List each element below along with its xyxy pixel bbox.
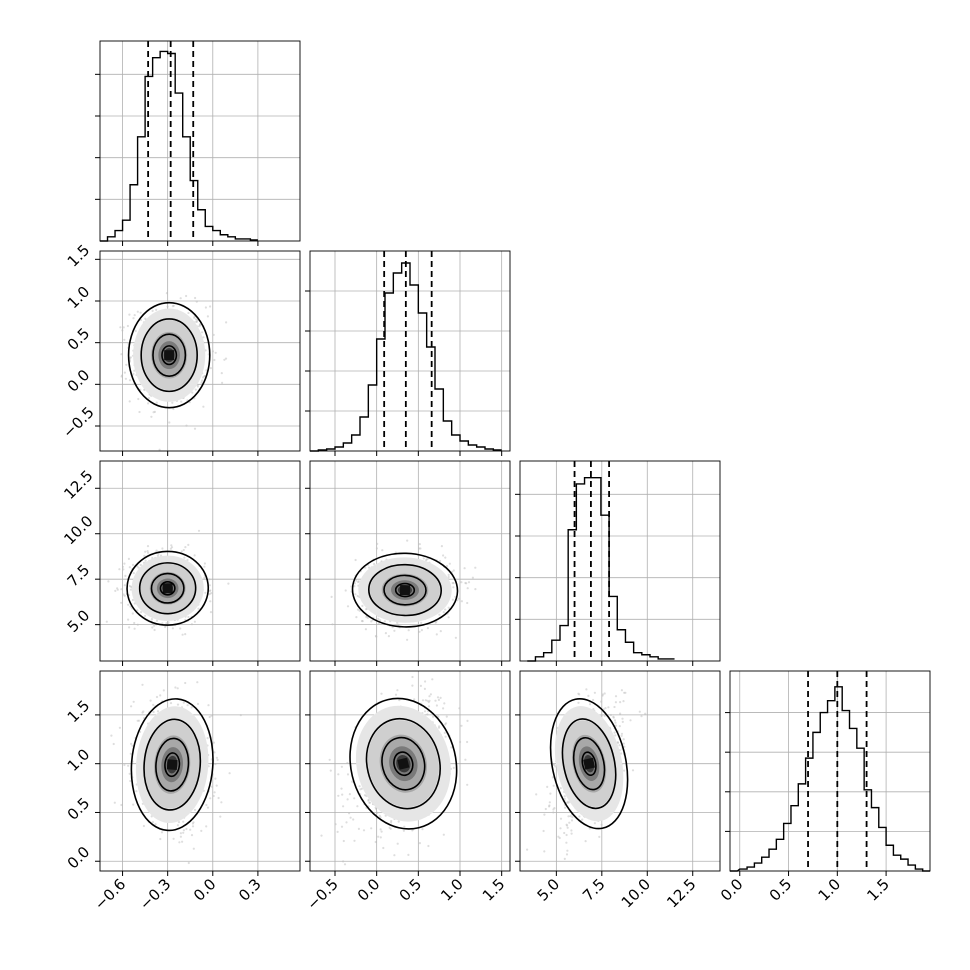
contour-line (161, 345, 178, 366)
histogram-step (730, 686, 930, 872)
y-tick-label: 1.0 (64, 283, 94, 313)
histogram-panel-3: 0.0 0.5 1.0 1.5 (717, 670, 931, 905)
x-tick-label: 1.5 (479, 875, 509, 905)
contour-line (549, 697, 629, 830)
y-tick-label: 12.5 (60, 467, 96, 503)
density-shading (358, 557, 452, 623)
density-shading (554, 706, 624, 822)
contour-line (155, 737, 190, 792)
x-tick-label: 7.5 (579, 875, 609, 905)
y-tick-label: 1.5 (64, 697, 94, 727)
density-contours (549, 697, 629, 830)
panel-frame (309, 670, 511, 872)
x-tick-label: 10.0 (618, 875, 654, 911)
panel-frame (519, 460, 721, 662)
y-tick-label: 0.0 (64, 366, 94, 396)
panel-frame (99, 460, 301, 662)
density-contours (127, 301, 211, 409)
contour-line (561, 718, 617, 810)
x-tick-label: 0.0 (717, 875, 747, 905)
y-tick-label: 5.0 (64, 606, 94, 636)
joint-panel-3_1: −0.5 0.0 0.5 1.0 1.5 (303, 670, 511, 914)
density-contours (126, 550, 210, 626)
panel-frame (309, 460, 511, 662)
x-tick-label: 0.3 (235, 875, 265, 905)
contour-line (383, 574, 427, 606)
contour-line (365, 717, 441, 810)
y-tick-label: 1.0 (64, 745, 94, 775)
x-tick-label: −0.5 (303, 875, 341, 913)
contour-line (140, 318, 198, 393)
y-tick-label: 10.0 (60, 512, 96, 548)
contour-line (572, 736, 606, 791)
contour-line (159, 580, 176, 596)
contour-line (126, 550, 210, 626)
contour-line (130, 698, 214, 832)
panel-frame (519, 670, 721, 872)
contour-line (164, 752, 181, 778)
histogram-step (527, 476, 675, 662)
y-tick-label: 0.5 (64, 324, 94, 354)
contour-line (368, 563, 442, 617)
x-tick-label: 0.0 (354, 875, 384, 905)
joint-panel-3_2: 5.0 7.5 10.0 12.5 (515, 670, 721, 911)
contour-line (150, 572, 185, 604)
contour-line (143, 718, 202, 811)
histogram-panel-1 (305, 250, 511, 456)
histogram-panel-2 (515, 460, 721, 666)
x-tick-label: 1.5 (863, 875, 893, 905)
x-tick-label: 12.5 (663, 875, 699, 911)
joint-panel-2_0: 5.0 7.5 10.0 12.5 (60, 460, 301, 666)
x-tick-label: 1.0 (815, 875, 845, 905)
x-tick-label: 0.5 (766, 875, 796, 905)
x-tick-label: 0.5 (396, 875, 426, 905)
x-tick-label: 0.0 (190, 875, 220, 905)
contour-line (351, 552, 459, 628)
y-tick-label: 0.5 (64, 794, 94, 824)
contour-line (138, 562, 197, 615)
panel-frame (729, 670, 931, 872)
y-tick-label: 1.5 (64, 241, 94, 271)
panel-frame (99, 670, 301, 872)
x-tick-label: −0.6 (91, 875, 129, 913)
histogram-panel-0 (95, 40, 301, 246)
density-contours (349, 697, 458, 830)
joint-panel-1_0: −0.5 0.0 0.5 1.0 1.5 (59, 241, 301, 456)
x-tick-label: 1.0 (437, 875, 467, 905)
y-tick-label: −0.5 (59, 403, 97, 441)
contour-line (381, 736, 426, 791)
density-contours (130, 698, 214, 832)
y-tick-label: 7.5 (64, 561, 94, 591)
contour-line (393, 751, 414, 777)
contour-line (394, 582, 416, 598)
panel-frame (309, 250, 511, 452)
panel-frame (99, 40, 301, 242)
density-contours (351, 552, 459, 628)
joint-panel-3_0: −0.6 −0.3 0.0 0.3 0.0 0.5 1.0 1.5 (64, 670, 301, 914)
contour-line (349, 697, 458, 830)
joint-panel-2_1 (305, 460, 511, 666)
panel-frame (99, 250, 301, 452)
density-shading (133, 308, 206, 402)
x-tick-label: −0.3 (136, 875, 174, 913)
x-tick-label: 5.0 (534, 875, 564, 905)
contour-line (127, 301, 211, 409)
contour-line (581, 751, 597, 777)
contour-line (152, 333, 187, 377)
histogram-step (100, 50, 258, 242)
y-tick-label: 0.0 (64, 843, 94, 873)
